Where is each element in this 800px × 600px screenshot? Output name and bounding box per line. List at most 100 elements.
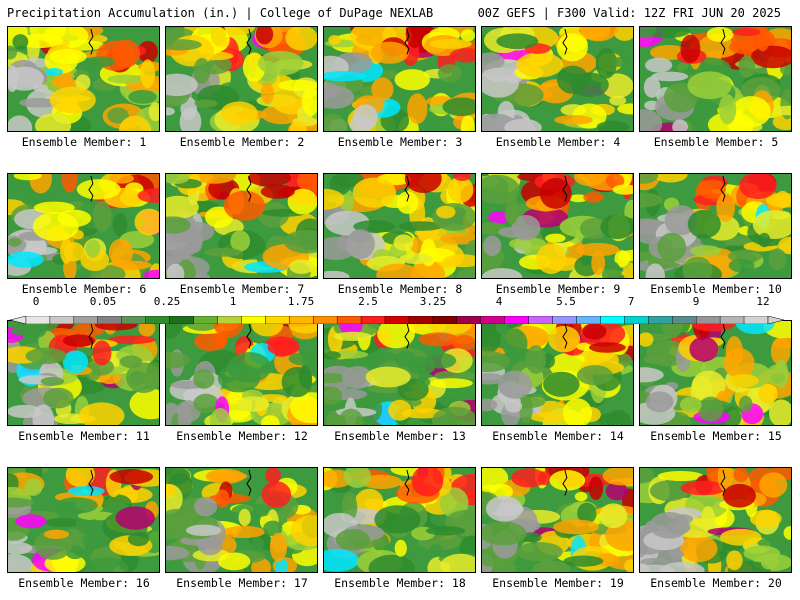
- ensemble-map-panel: [7, 173, 160, 279]
- colorbar-bin: [241, 315, 266, 325]
- ensemble-member-label: Ensemble Member: 12: [176, 429, 308, 443]
- precip-field-map: [8, 174, 159, 278]
- ensemble-map-panel: [323, 320, 476, 426]
- ensemble-member-label: Ensemble Member: 11: [18, 429, 150, 443]
- ensemble-member-label: Ensemble Member: 15: [650, 429, 782, 443]
- colorbar-bin: [73, 315, 99, 325]
- ensemble-map-panel: [481, 467, 634, 573]
- ensemble-member-label: Ensemble Member: 6: [21, 282, 147, 296]
- ensemble-map-panel: [165, 26, 318, 132]
- colorbar-bin: [336, 315, 362, 325]
- header-title: Precipitation Accumulation (in.) | Colle…: [7, 6, 434, 20]
- colorbar-bin: [432, 315, 458, 325]
- colorbar-bin: [121, 315, 146, 325]
- colorbar-bin: [552, 315, 577, 325]
- ensemble-member-label: Ensemble Member: 19: [492, 576, 624, 590]
- ensemble-map-panel: [639, 173, 792, 279]
- precip-field-map: [640, 321, 791, 425]
- ensemble-member-label: Ensemble Member: 18: [334, 576, 466, 590]
- colorbar-bin: [456, 315, 481, 325]
- precip-field-map: [166, 321, 317, 425]
- colorbar-bin: [408, 315, 434, 325]
- colorbar-tick-label: 5.5: [556, 295, 576, 308]
- colorbar-bin: [600, 315, 625, 325]
- ensemble-member-label: Ensemble Member: 8: [337, 282, 463, 296]
- precip-field-map: [8, 27, 159, 131]
- ensemble-member-label: Ensemble Member: 2: [179, 135, 305, 149]
- colorbar-bin: [480, 315, 505, 325]
- colorbar-bin: [265, 315, 290, 325]
- colorbar-bin: [624, 315, 649, 325]
- colorbar-tick-label: 2.5: [358, 295, 378, 308]
- colorbar-min-arrow: [9, 315, 27, 325]
- colorbar-tick-label: 4: [495, 295, 503, 308]
- colorbar-bin: [719, 315, 745, 325]
- ensemble-map-panel: [481, 26, 634, 132]
- ensemble-map-panel: [323, 467, 476, 573]
- ensemble-map-panel: [7, 320, 160, 426]
- precip-field-map: [324, 468, 475, 572]
- colorbar-tick-label: 1.75: [287, 295, 315, 308]
- colorbar-bin: [743, 315, 769, 325]
- colorbar-bin: [25, 315, 51, 325]
- precip-field-map: [166, 174, 317, 278]
- ensemble-member-label: Ensemble Member: 5: [653, 135, 779, 149]
- ensemble-map-panel: [323, 26, 476, 132]
- colorbar-bin: [145, 315, 170, 325]
- ensemble-map-panel: [165, 320, 318, 426]
- precip-colorbar: [9, 309, 785, 325]
- ensemble-member-label: Ensemble Member: 3: [337, 135, 463, 149]
- ensemble-member-label: Ensemble Member: 20: [650, 576, 782, 590]
- header-valid-time: 00Z GEFS | F300 Valid: 12Z FRI JUN 20 20…: [477, 6, 781, 20]
- ensemble-map-panel: [639, 320, 792, 426]
- colorbar-bin: [49, 315, 75, 325]
- precip-field-map: [166, 27, 317, 131]
- ensemble-map-panel: [481, 173, 634, 279]
- precip-field-map: [324, 27, 475, 131]
- colorbar-bin: [360, 315, 386, 325]
- ensemble-member-label: Ensemble Member: 7: [179, 282, 305, 296]
- precip-field-map: [8, 321, 159, 425]
- colorbar-bin: [169, 315, 194, 325]
- colorbar-tick-label: 3.25: [419, 295, 447, 308]
- ensemble-map-panel: [165, 173, 318, 279]
- precip-field-map: [324, 321, 475, 425]
- precip-field-map: [482, 468, 633, 572]
- precip-field-map: [324, 174, 475, 278]
- colorbar-bin: [576, 315, 601, 325]
- colorbar-tick-label: 1: [229, 295, 237, 308]
- colorbar-bin: [695, 315, 721, 325]
- colorbar-tick-label: 9: [692, 295, 700, 308]
- precip-field-map: [482, 27, 633, 131]
- colorbar-bin: [217, 315, 242, 325]
- colorbar-tick-label: 0.05: [89, 295, 117, 308]
- colorbar-tick-label: 7: [627, 295, 635, 308]
- colorbar-bin: [528, 315, 553, 325]
- precip-field-map: [482, 321, 633, 425]
- ensemble-member-label: Ensemble Member: 10: [650, 282, 782, 296]
- ensemble-map-panel: [165, 467, 318, 573]
- ensemble-member-label: Ensemble Member: 9: [495, 282, 621, 296]
- colorbar-max-arrow: [767, 315, 785, 325]
- precip-field-map: [482, 174, 633, 278]
- precip-field-map: [166, 468, 317, 572]
- colorbar-bin: [289, 315, 314, 325]
- colorbar-bin: [648, 315, 673, 325]
- ensemble-map-panel: [7, 467, 160, 573]
- colorbar-tick-label: 0.25: [153, 295, 181, 308]
- colorbar-bin: [193, 315, 218, 325]
- ensemble-map-panel: [639, 467, 792, 573]
- colorbar-bin: [384, 315, 410, 325]
- ensemble-map-panel: [7, 26, 160, 132]
- ensemble-member-label: Ensemble Member: 4: [495, 135, 621, 149]
- precip-field-map: [640, 27, 791, 131]
- ensemble-map-panel: [323, 173, 476, 279]
- colorbar-bin: [97, 315, 122, 325]
- colorbar-bin: [504, 315, 529, 325]
- colorbar-bin: [313, 315, 338, 325]
- ensemble-member-label: Ensemble Member: 1: [21, 135, 147, 149]
- ensemble-member-label: Ensemble Member: 14: [492, 429, 624, 443]
- precip-field-map: [8, 468, 159, 572]
- ensemble-member-label: Ensemble Member: 16: [18, 576, 150, 590]
- ensemble-map-panel: [639, 26, 792, 132]
